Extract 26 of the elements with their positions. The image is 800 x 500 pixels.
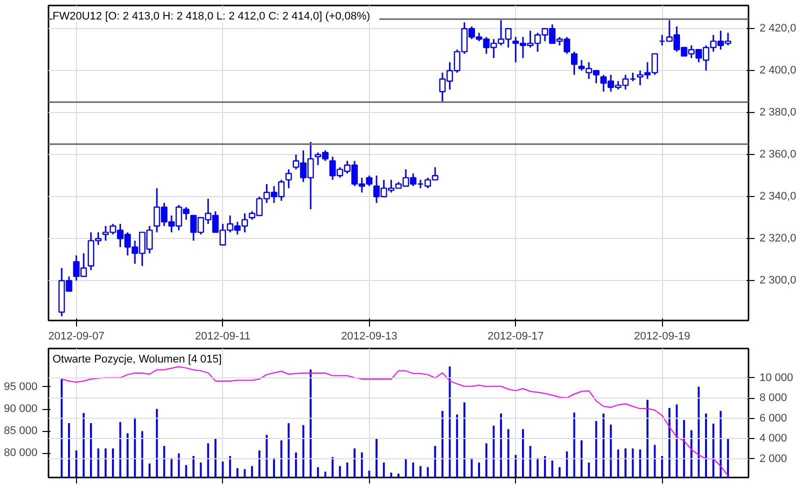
y-tick-label: 85 000: [4, 425, 38, 438]
y-tick-label: 95 000: [4, 380, 38, 393]
y2-tick-label: 6 000: [760, 412, 788, 424]
x-tick-label: 2012-09-19: [634, 330, 690, 342]
y2-tick-label: 2 000: [760, 452, 788, 465]
y2-tick-label: 8 000: [760, 392, 788, 404]
y-tick-label: 80 000: [4, 447, 38, 460]
x-tick-label: 2012-09-11: [195, 330, 250, 342]
text: FW20U12 [O: 2 413,0 H: 2 418,0 L: 2 412,0 C: 2 414,0] (+0,08%): [52, 10, 370, 22]
y-tick-label: 2 300,0: [760, 274, 796, 287]
y-tick-label: 2 420,0: [760, 22, 796, 35]
y-tick-label: 2 320,0: [760, 232, 796, 245]
y2-tick-label: 4 000: [760, 432, 788, 445]
x-tick-label: 2012-09-13: [341, 330, 398, 342]
x-tick-label: 2012-09-07: [48, 330, 104, 342]
x-tick-label: 2012-09-17: [488, 330, 544, 342]
y-tick-label: 2 400,0: [760, 64, 796, 77]
text: Otwarte Pozycje, Wolumen [4 015]: [52, 354, 222, 366]
y2-tick-label: 10 000: [760, 372, 794, 384]
candlestick: [570, 50, 578, 76]
candlestick: [285, 168, 292, 189]
y-tick-label: 2 380,0: [760, 106, 796, 119]
y-tick-label: 2 360,0: [760, 148, 796, 161]
y-tick-label: 2 340,0: [760, 190, 796, 203]
y-tick-label: 90 000: [4, 403, 38, 416]
line-series: [61, 366, 728, 476]
